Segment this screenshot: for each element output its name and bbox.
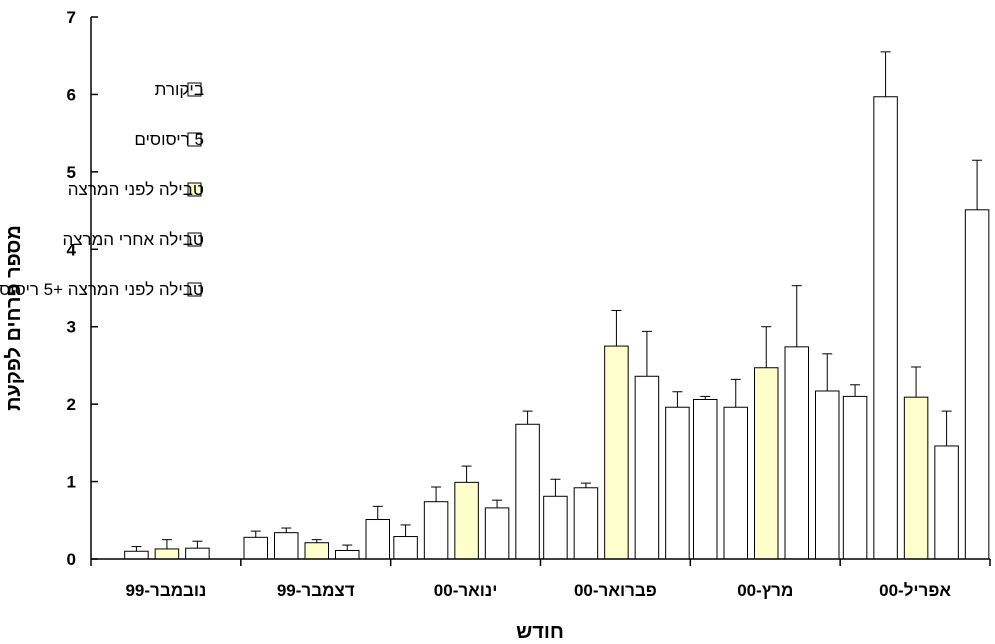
bar-s1-c2 [423, 501, 449, 560]
x-tick-label: מרץ-00 [737, 581, 793, 600]
legend-label: טבילה אחרי המרצה [62, 230, 204, 249]
bar-s0-c4 [693, 398, 718, 560]
legend-label: טבילה לפני המרצה +5 ריסוסים [0, 280, 204, 299]
bar-s0-c5 [842, 395, 868, 560]
y-tick-label: 3 [67, 318, 76, 337]
bar-s2-c4 [754, 367, 779, 560]
bar-s0-c1 [243, 536, 268, 560]
legend-swatch [187, 82, 202, 97]
bar-s2-c5 [903, 396, 929, 560]
x-tick-label: פברואר-00 [574, 581, 657, 600]
legend-swatch [187, 182, 202, 197]
legend-label: טבילה לפני המרצה [68, 180, 204, 199]
x-tick-label: נובמבר-99 [125, 581, 206, 600]
bar-s2-c1 [304, 542, 329, 560]
bar-s1-c0 [124, 550, 149, 560]
bar-s3-c2 [484, 507, 510, 560]
bar-s0-c2 [393, 536, 418, 560]
y-tick-label: 1 [67, 473, 76, 492]
x-tick-label: ינואר-00 [434, 581, 498, 600]
bar-s1-c4 [723, 406, 748, 560]
x-tick-label: דצמבר-99 [277, 581, 355, 600]
legend-label: 5 ריסוסים [134, 130, 204, 149]
legend: ביקורת 5 ריסוסים טבילה לפני המרצה טבילה אחר… [0, 80, 204, 299]
bar-s1-c3 [573, 487, 599, 560]
y-tick-label: 7 [67, 8, 76, 27]
bar-s2-c3 [604, 345, 629, 560]
bar-s2-c2 [454, 481, 479, 560]
x-axis-title: חודש [516, 621, 564, 643]
legend-swatch [187, 282, 202, 297]
bar-s3-c3 [634, 375, 660, 560]
bar-s4-c3 [665, 406, 690, 560]
bar-s4-c1 [365, 519, 390, 560]
y-tick-label: 4 [67, 240, 77, 259]
legend-label: ביקורת [155, 80, 204, 99]
bar-s4-c4 [815, 390, 840, 560]
bar-s2-c0 [154, 548, 180, 560]
bar-s3-c5 [934, 445, 959, 560]
bar-s0-c3 [543, 495, 568, 560]
legend-swatch [187, 132, 202, 147]
y-axis-title: מספר פרחים לפקעת [3, 225, 25, 411]
bar-s4-c2 [515, 423, 540, 560]
y-tick-label: 6 [67, 85, 76, 104]
bar-s3-c4 [784, 346, 809, 560]
bar-s3-c1 [335, 549, 360, 560]
bar-s1-c5 [873, 96, 898, 560]
x-tick-label: אפריל-00 [879, 581, 951, 600]
bar-s4-c5 [964, 209, 990, 560]
bar-s3-c0 [185, 547, 210, 560]
y-tick-label: 2 [67, 395, 76, 414]
axes-layer: 0 1 2 3 4 5 6 7 נובמבר-99 דצמבר-99 ינואר-00 פברואר-… [67, 8, 991, 600]
bar-s1-c1 [274, 532, 299, 560]
y-tick-label: 5 [67, 163, 76, 182]
legend-swatch [187, 232, 202, 247]
bars-layer [124, 51, 990, 560]
y-tick-label: 0 [67, 550, 76, 569]
